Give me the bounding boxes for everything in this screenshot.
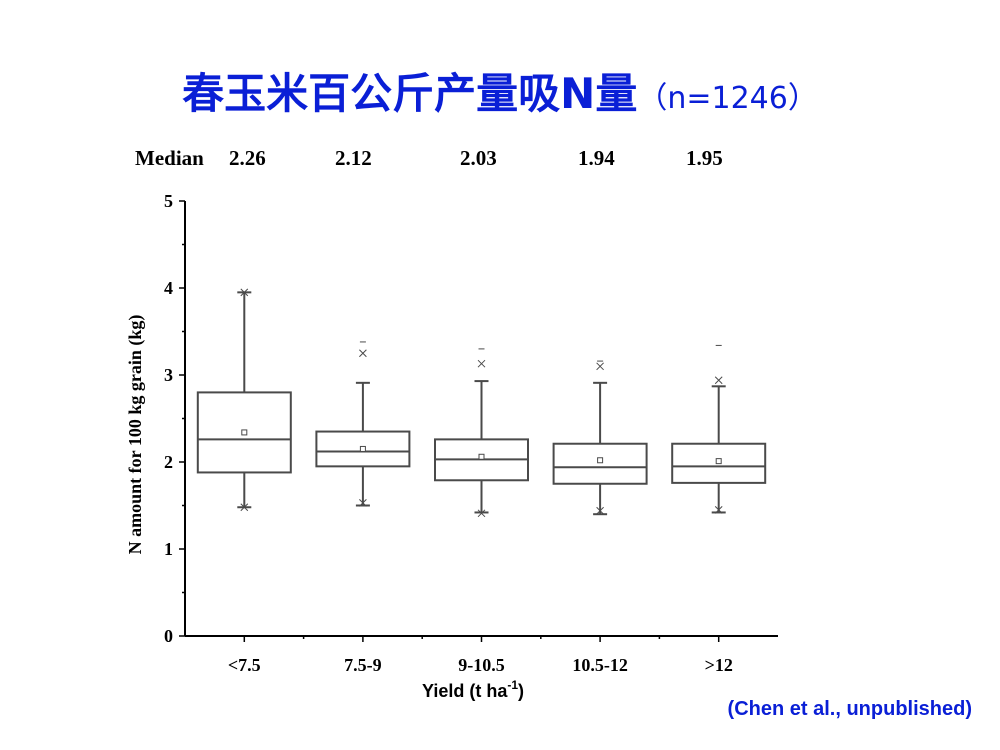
x-tick-label: 9-10.5 xyxy=(458,655,505,675)
x-mark-stroke xyxy=(359,349,367,358)
title-sample-size: （n=1246） xyxy=(637,81,818,116)
mean-marker xyxy=(597,457,604,464)
median-label: Median xyxy=(135,146,204,170)
box-group xyxy=(196,288,292,512)
x-mark-stroke xyxy=(240,288,249,297)
min-marker xyxy=(596,506,604,515)
x-tick-label: <7.5 xyxy=(228,655,261,675)
x-mark-stroke xyxy=(477,359,486,368)
min-marker xyxy=(477,509,486,518)
mean-marker xyxy=(478,453,485,460)
x-axis-label: Yield (t ha-1) xyxy=(422,678,524,701)
min-marker xyxy=(359,499,367,507)
y-tick-label: 4 xyxy=(164,278,173,298)
y-tick-label: 5 xyxy=(164,191,173,211)
max-marker xyxy=(240,288,249,297)
median-row: Median 2.26 2.12 2.03 1.94 1.95 xyxy=(0,146,1000,176)
y-tick-label: 2 xyxy=(164,452,173,472)
y-tick-label: 3 xyxy=(164,365,173,385)
max-marker xyxy=(596,362,604,371)
box-group xyxy=(671,344,767,514)
mean-marker xyxy=(241,429,248,436)
box-group xyxy=(315,341,411,507)
median-value: 1.94 xyxy=(578,146,615,170)
x-mark-stroke xyxy=(240,503,249,512)
x-tick-label: 10.5-12 xyxy=(572,655,628,675)
x-mark-stroke xyxy=(714,376,723,385)
x-mark-stroke xyxy=(596,506,604,515)
median-value: 1.95 xyxy=(686,146,723,170)
y-tick-label: 1 xyxy=(164,539,173,559)
max-marker xyxy=(359,349,367,358)
mean-marker xyxy=(715,458,722,465)
min-marker xyxy=(240,503,249,512)
min-marker xyxy=(714,505,723,514)
x-tick-label: 7.5-9 xyxy=(344,655,382,675)
axes xyxy=(179,200,778,642)
box-group xyxy=(434,348,529,518)
x-tick-label: >12 xyxy=(705,655,733,675)
boxes xyxy=(196,288,767,518)
median-value: 2.12 xyxy=(335,146,372,170)
y-tick-label: 0 xyxy=(164,626,173,646)
axis-labels: 0 1 2 3 4 5 <7.5 7.5-9 9-10.5 10.5-12 >12 N amount … xyxy=(125,191,733,701)
y-axis-label: N amount for 100 kg grain (kg) xyxy=(125,315,146,555)
mean-marker xyxy=(359,445,366,452)
max-marker xyxy=(477,359,486,368)
iqr-box xyxy=(552,442,648,485)
box-group xyxy=(552,360,648,516)
citation: (Chen et al., unpublished) xyxy=(727,698,972,720)
x-mark-stroke xyxy=(596,362,604,371)
x-mark-stroke xyxy=(714,505,723,514)
median-value: 2.26 xyxy=(229,146,266,170)
max-marker xyxy=(714,376,723,385)
median-value: 2.03 xyxy=(460,146,497,170)
x-mark-stroke xyxy=(477,509,486,518)
title-main: 春玉米百公斤产量吸N量 xyxy=(182,69,638,118)
x-mark-stroke xyxy=(359,499,367,507)
page-title: 春玉米百公斤产量吸N量（n=1246） xyxy=(0,60,1000,121)
